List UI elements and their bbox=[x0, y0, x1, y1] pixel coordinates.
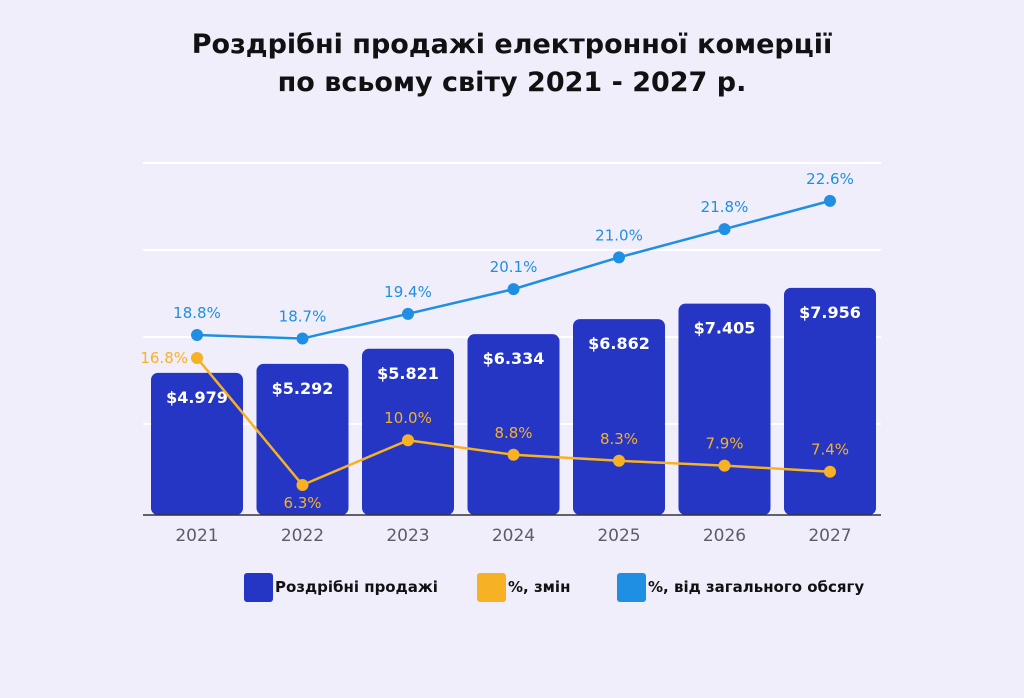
change-point bbox=[824, 465, 836, 478]
share-data-label: 21.0% bbox=[595, 226, 643, 244]
change-point bbox=[402, 434, 414, 447]
bar-value-label: $4.979 bbox=[166, 388, 228, 407]
share-point bbox=[507, 283, 520, 296]
change-point bbox=[191, 351, 203, 364]
share-line-series: 18.8% 18.7% 19.4% 20.1% 21.0% 21.8% 22.6% bbox=[173, 170, 854, 345]
bar bbox=[573, 319, 665, 515]
change-point bbox=[296, 479, 309, 491]
legend-swatch-sales bbox=[244, 572, 273, 602]
share-data-label: 20.1% bbox=[490, 258, 538, 276]
share-data-label: 19.4% bbox=[384, 283, 432, 301]
share-point bbox=[191, 329, 203, 341]
bar bbox=[362, 348, 454, 515]
bar-series bbox=[151, 287, 876, 515]
bar bbox=[151, 372, 243, 515]
legend-swatch-change bbox=[477, 572, 506, 602]
legend: Роздрібні продажі %, змін %, від загальн… bbox=[0, 572, 1024, 604]
share-data-label: 18.7% bbox=[279, 308, 327, 326]
title-line-2: по всьому світу 2021 - 2027 р. bbox=[277, 67, 747, 98]
share-point bbox=[718, 223, 731, 236]
x-tick-label: 2023 bbox=[386, 526, 429, 546]
change-point bbox=[718, 459, 731, 472]
x-tick-label: 2022 bbox=[281, 526, 324, 546]
legend-label-change: %, змін bbox=[508, 578, 571, 596]
x-tick-label: 2026 bbox=[703, 526, 746, 546]
share-point bbox=[402, 307, 414, 320]
change-point bbox=[613, 454, 625, 467]
bar bbox=[256, 363, 349, 515]
change-data-label: 7.9% bbox=[705, 435, 743, 453]
share-data-label: 22.6% bbox=[806, 170, 854, 188]
bar-value-label: $5.292 bbox=[272, 379, 334, 398]
x-axis-tick-labels: 2021 2022 2023 2024 2025 2026 2027 bbox=[175, 526, 851, 546]
bar-value-label: $5.821 bbox=[377, 364, 439, 383]
share-point bbox=[296, 332, 309, 345]
bar bbox=[467, 334, 560, 515]
change-data-label: 10.0% bbox=[384, 409, 432, 427]
bar-value-label: $6.334 bbox=[483, 349, 545, 368]
x-tick-label: 2024 bbox=[492, 526, 535, 546]
x-tick-label: 2021 bbox=[175, 526, 218, 546]
bar-value-label: $6.862 bbox=[588, 334, 650, 353]
change-data-label: 7.4% bbox=[811, 441, 849, 459]
bar-value-label: $7.956 bbox=[799, 303, 861, 322]
bar-value-labels: $4.979 $5.292 $5.821 $6.334 $6.862 $7.405 $7.9… bbox=[166, 303, 861, 407]
share-data-label: 21.8% bbox=[701, 198, 749, 216]
change-data-label: 6.3% bbox=[283, 494, 321, 512]
legend-label-sales: Роздрібні продажі bbox=[275, 578, 438, 596]
bar bbox=[678, 303, 771, 515]
change-data-label: 16.8% bbox=[140, 349, 188, 367]
legend-label-share: %, від загального обсягу bbox=[648, 578, 865, 596]
change-data-label: 8.3% bbox=[600, 430, 638, 448]
title-line-1: Роздрібні продажі електронної комерції bbox=[191, 29, 833, 60]
chart-title: Роздрібні продажі електронної комерції п… bbox=[0, 26, 1024, 102]
bar-value-label: $7.405 bbox=[694, 319, 756, 338]
legend-swatch-share bbox=[617, 572, 646, 602]
share-point bbox=[824, 194, 836, 207]
x-tick-label: 2025 bbox=[597, 526, 640, 546]
change-data-label: 8.8% bbox=[494, 424, 532, 442]
bar bbox=[784, 287, 876, 515]
change-point bbox=[507, 448, 520, 461]
change-line-series: 16.8% 6.3% 10.0% 8.8% 8.3% 7.9% 7.4% bbox=[140, 349, 849, 512]
share-point bbox=[613, 251, 625, 264]
legend-item-change: %, змін bbox=[477, 572, 570, 602]
share-data-label: 18.8% bbox=[173, 304, 221, 322]
legend-item-share: %, від загального обсягу bbox=[617, 572, 864, 602]
legend-item-sales: Роздрібні продажі bbox=[244, 572, 438, 602]
x-tick-label: 2027 bbox=[808, 526, 851, 546]
